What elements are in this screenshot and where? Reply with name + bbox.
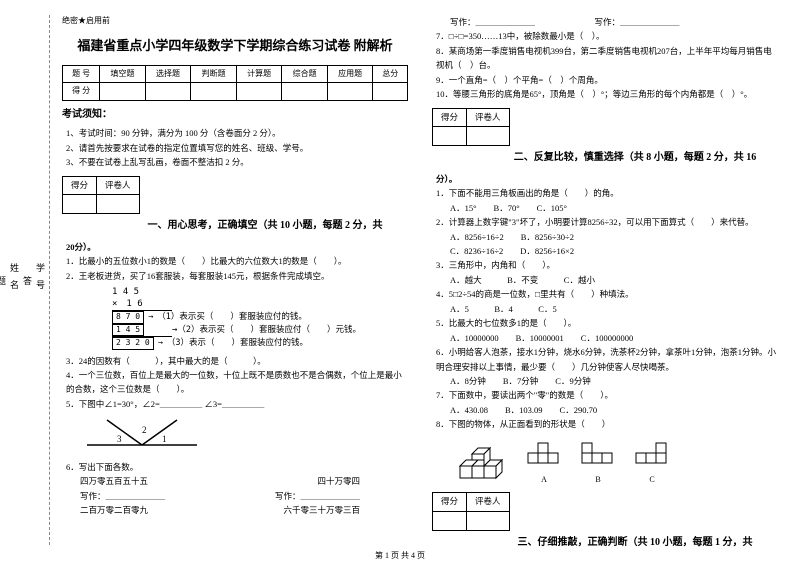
q1: 1．比最小的五位数小1的数是（ ）比最大的六位数大1的数是（ ）。 <box>66 254 408 268</box>
q6d: 六千零三十万零三百 <box>283 503 360 517</box>
m-p2: 1 4 5 <box>112 324 144 336</box>
m-op: × 1 6 <box>112 299 172 312</box>
s2q8: 8．下图的物体，从正面看到的形状是（ ） <box>436 417 778 431</box>
opt-label: A <box>526 474 562 487</box>
q4: 4．一个三位数，百位上是最大的一位数，十位上既不是质数也不是合偶数，个位上是最小… <box>66 368 408 397</box>
angle-1: 1 <box>162 434 167 444</box>
margin-seal: 题 <box>0 276 8 285</box>
s2q7: 7．下面数中，要读出两个"零"的数是（ ）。 <box>436 388 778 402</box>
option-b: B <box>580 439 616 487</box>
table-row: 得 分 <box>63 83 408 101</box>
s2q1: 1．下面不能用三角板画出的角是（ ）的角。 <box>436 186 778 200</box>
score-table: 题 号 填空题 选择题 判断题 计算题 综合题 应用题 总分 得 分 <box>62 65 408 102</box>
s2q7o: A．430.08 B．103.09 C．290.70 <box>450 403 778 417</box>
q6: 6．写出下面各数。 <box>66 460 408 474</box>
q8: 8．某商场第一季度销售电视机399台，第二季度销售电视机207台，上半年平均每月… <box>436 44 778 73</box>
q6bw: 写作：＿＿＿＿＿＿＿ <box>275 489 360 503</box>
th: 判断题 <box>191 65 237 83</box>
q7: 7．□÷□=350……13中，被除数最小是（ ）。 <box>436 29 778 43</box>
notice-title: 考试须知： <box>62 107 408 123</box>
angle-2: 2 <box>142 425 147 435</box>
q9: 9．一个直角=（ ）个平角=（ ）个周角。 <box>436 73 778 87</box>
cube-solid <box>452 438 508 487</box>
margin-label-id: 学号 <box>34 263 47 297</box>
right-top-writes: 写作：＿＿＿＿＿＿＿ 写作：＿＿＿＿＿＿＿ <box>450 15 778 29</box>
q5: 5．下图中∠1=30°，∠2=＿＿＿＿＿ ∠3=＿＿＿＿＿ <box>66 397 408 411</box>
s2q2o: A．8256÷16÷2 B．8256÷30÷2 <box>450 230 778 244</box>
section-score-box: 得分评卷人 <box>432 492 510 530</box>
opt-label: C <box>634 474 670 487</box>
section1-cont: 20分）。 <box>66 240 408 254</box>
section3-title: 三、仔细推敲，正确判断（共 10 小题，每题 1 分，共 <box>492 535 778 551</box>
q3: 3．24的因数有（ ），其中最大的是（ ）。 <box>66 354 408 368</box>
q6b: 四十万零四 <box>317 474 360 488</box>
angle-3: 3 <box>117 434 122 444</box>
m-p1: 8 7 0 <box>112 311 144 323</box>
sb-score: 得分 <box>433 493 467 512</box>
opt-label: B <box>580 474 616 487</box>
s2q2: 2．计算器上数字键"3"坏了，小明要计算8256÷32，可以用下面算式（ ）来代… <box>436 215 778 229</box>
section-score-box: 得分评卷人 <box>62 176 140 214</box>
cube-views: A B C <box>452 438 778 487</box>
s2q4: 4．5□2÷54的商是一位数，□里共有（ ）种填法。 <box>436 287 778 301</box>
sb-grader: 评卷人 <box>467 108 510 127</box>
angle-diagram: 3 2 1 <box>82 415 202 455</box>
margin-seal: 答 <box>21 276 34 285</box>
th: 填空题 <box>100 65 146 83</box>
secret-label: 绝密★启用前 <box>62 15 408 28</box>
sb-score: 得分 <box>63 176 97 195</box>
m-p2-note: （2）表示买（ ）套服装应付（ ）元钱。 <box>177 325 361 335</box>
section2-title: 二、反复比较，慎重选择（共 8 小题，每题 2 分，共 16 <box>492 150 778 166</box>
section-score-box: 得分评卷人 <box>432 108 510 146</box>
th: 选择题 <box>145 65 191 83</box>
s2q5o: A．10000000 B．10000001 C．100000000 <box>450 331 778 345</box>
s2q1o: A．15° B．70° C．105° <box>450 201 778 215</box>
td: 得 分 <box>63 83 100 101</box>
section2-cont: 分）。 <box>436 172 778 186</box>
m-a: 1 4 5 <box>112 287 408 299</box>
notice-item: 1、考试时间：90 分钟，满分为 100 分（含卷面分 2 分）。 <box>66 126 408 140</box>
th: 计算题 <box>236 65 282 83</box>
table-row: 题 号 填空题 选择题 判断题 计算题 综合题 应用题 总分 <box>63 65 408 83</box>
s2q5: 5．比最大的七位数多1的是（ ）。 <box>436 316 778 330</box>
section1-title: 一、用心思考，正确填空（共 10 小题，每题 2 分，共 <box>122 218 408 234</box>
th: 题 号 <box>63 65 100 83</box>
q6aw: 写作：＿＿＿＿＿＿＿ <box>80 489 165 503</box>
exam-title: 福建省重点小学四年级数学下学期综合练习试卷 附解析 <box>62 36 408 57</box>
right-column: 写作：＿＿＿＿＿＿＿ 写作：＿＿＿＿＿＿＿ 7．□÷□=350……13中，被除数… <box>420 15 790 545</box>
s2q6o: A．8分钟 B．7分钟 C．9分钟 <box>450 374 778 388</box>
m-sum: 2 3 2 0 <box>112 337 154 349</box>
notice-item: 3、不要在试卷上乱写乱画，卷面不整洁扣 2 分。 <box>66 155 408 169</box>
m-p1-note: （1）表示买（ ）套服装应付的钱。 <box>157 312 307 323</box>
q2: 2．王老板进货，买了16套服装，每套服装145元，根据条件完成填空。 <box>66 269 408 283</box>
arrow-icon: → <box>148 312 153 323</box>
m-sum-note: （3）表示（ ）套服装应付的钱。 <box>167 338 308 349</box>
th: 应用题 <box>327 65 373 83</box>
s2q4o: A．5 B．4 C．5 <box>450 302 778 316</box>
th: 总分 <box>373 65 408 83</box>
sb-grader: 评卷人 <box>97 176 140 195</box>
sb-score: 得分 <box>433 108 467 127</box>
arrow-icon: → <box>158 338 163 349</box>
notice-list: 1、考试时间：90 分钟，满分为 100 分（含卷面分 2 分）。 2、请首先按… <box>66 126 408 169</box>
notice-item: 2、请首先按要求在试卷的指定位置填写您的姓名、班级、学号。 <box>66 141 408 155</box>
s2q2o2: C．8236÷16÷2 D．8256÷16×2 <box>450 244 778 258</box>
s2q3o: A．越大 B．不变 C．越小 <box>450 273 778 287</box>
option-c: C <box>634 439 670 487</box>
page-footer: 第 1 页 共 4 页 <box>0 550 800 561</box>
s2q3: 3．三角形中，内角和（ ）。 <box>436 258 778 272</box>
option-a: A <box>526 439 562 487</box>
q6a: 四万零五百五十五 <box>80 474 148 488</box>
left-column: 绝密★启用前 福建省重点小学四年级数学下学期综合练习试卷 附解析 题 号 填空题… <box>50 15 420 545</box>
binding-margin: 学号 答 姓名 题 班级 不 内 学校 线 封 乡镇(街道) 密 <box>10 15 50 545</box>
multiplication-work: 1 4 5 × 1 6 8 7 0 → （1）表示买（ ）套服装应付的钱。 1 4 … <box>112 287 408 350</box>
sb-grader: 评卷人 <box>467 493 510 512</box>
q10: 10．等腰三角形的底角是65°，顶角是（ ）°；等边三角形的每个内角都是（ ）°… <box>436 87 778 101</box>
s2q6: 6．小明给客人泡茶，接水1分钟，烧水6分钟，洗茶杯2分钟，拿茶叶1分钟，泡茶1分… <box>436 345 778 374</box>
th: 综合题 <box>282 65 328 83</box>
margin-label-name: 姓名 <box>8 263 21 297</box>
q6c: 二百万零二百零九 <box>80 503 148 517</box>
